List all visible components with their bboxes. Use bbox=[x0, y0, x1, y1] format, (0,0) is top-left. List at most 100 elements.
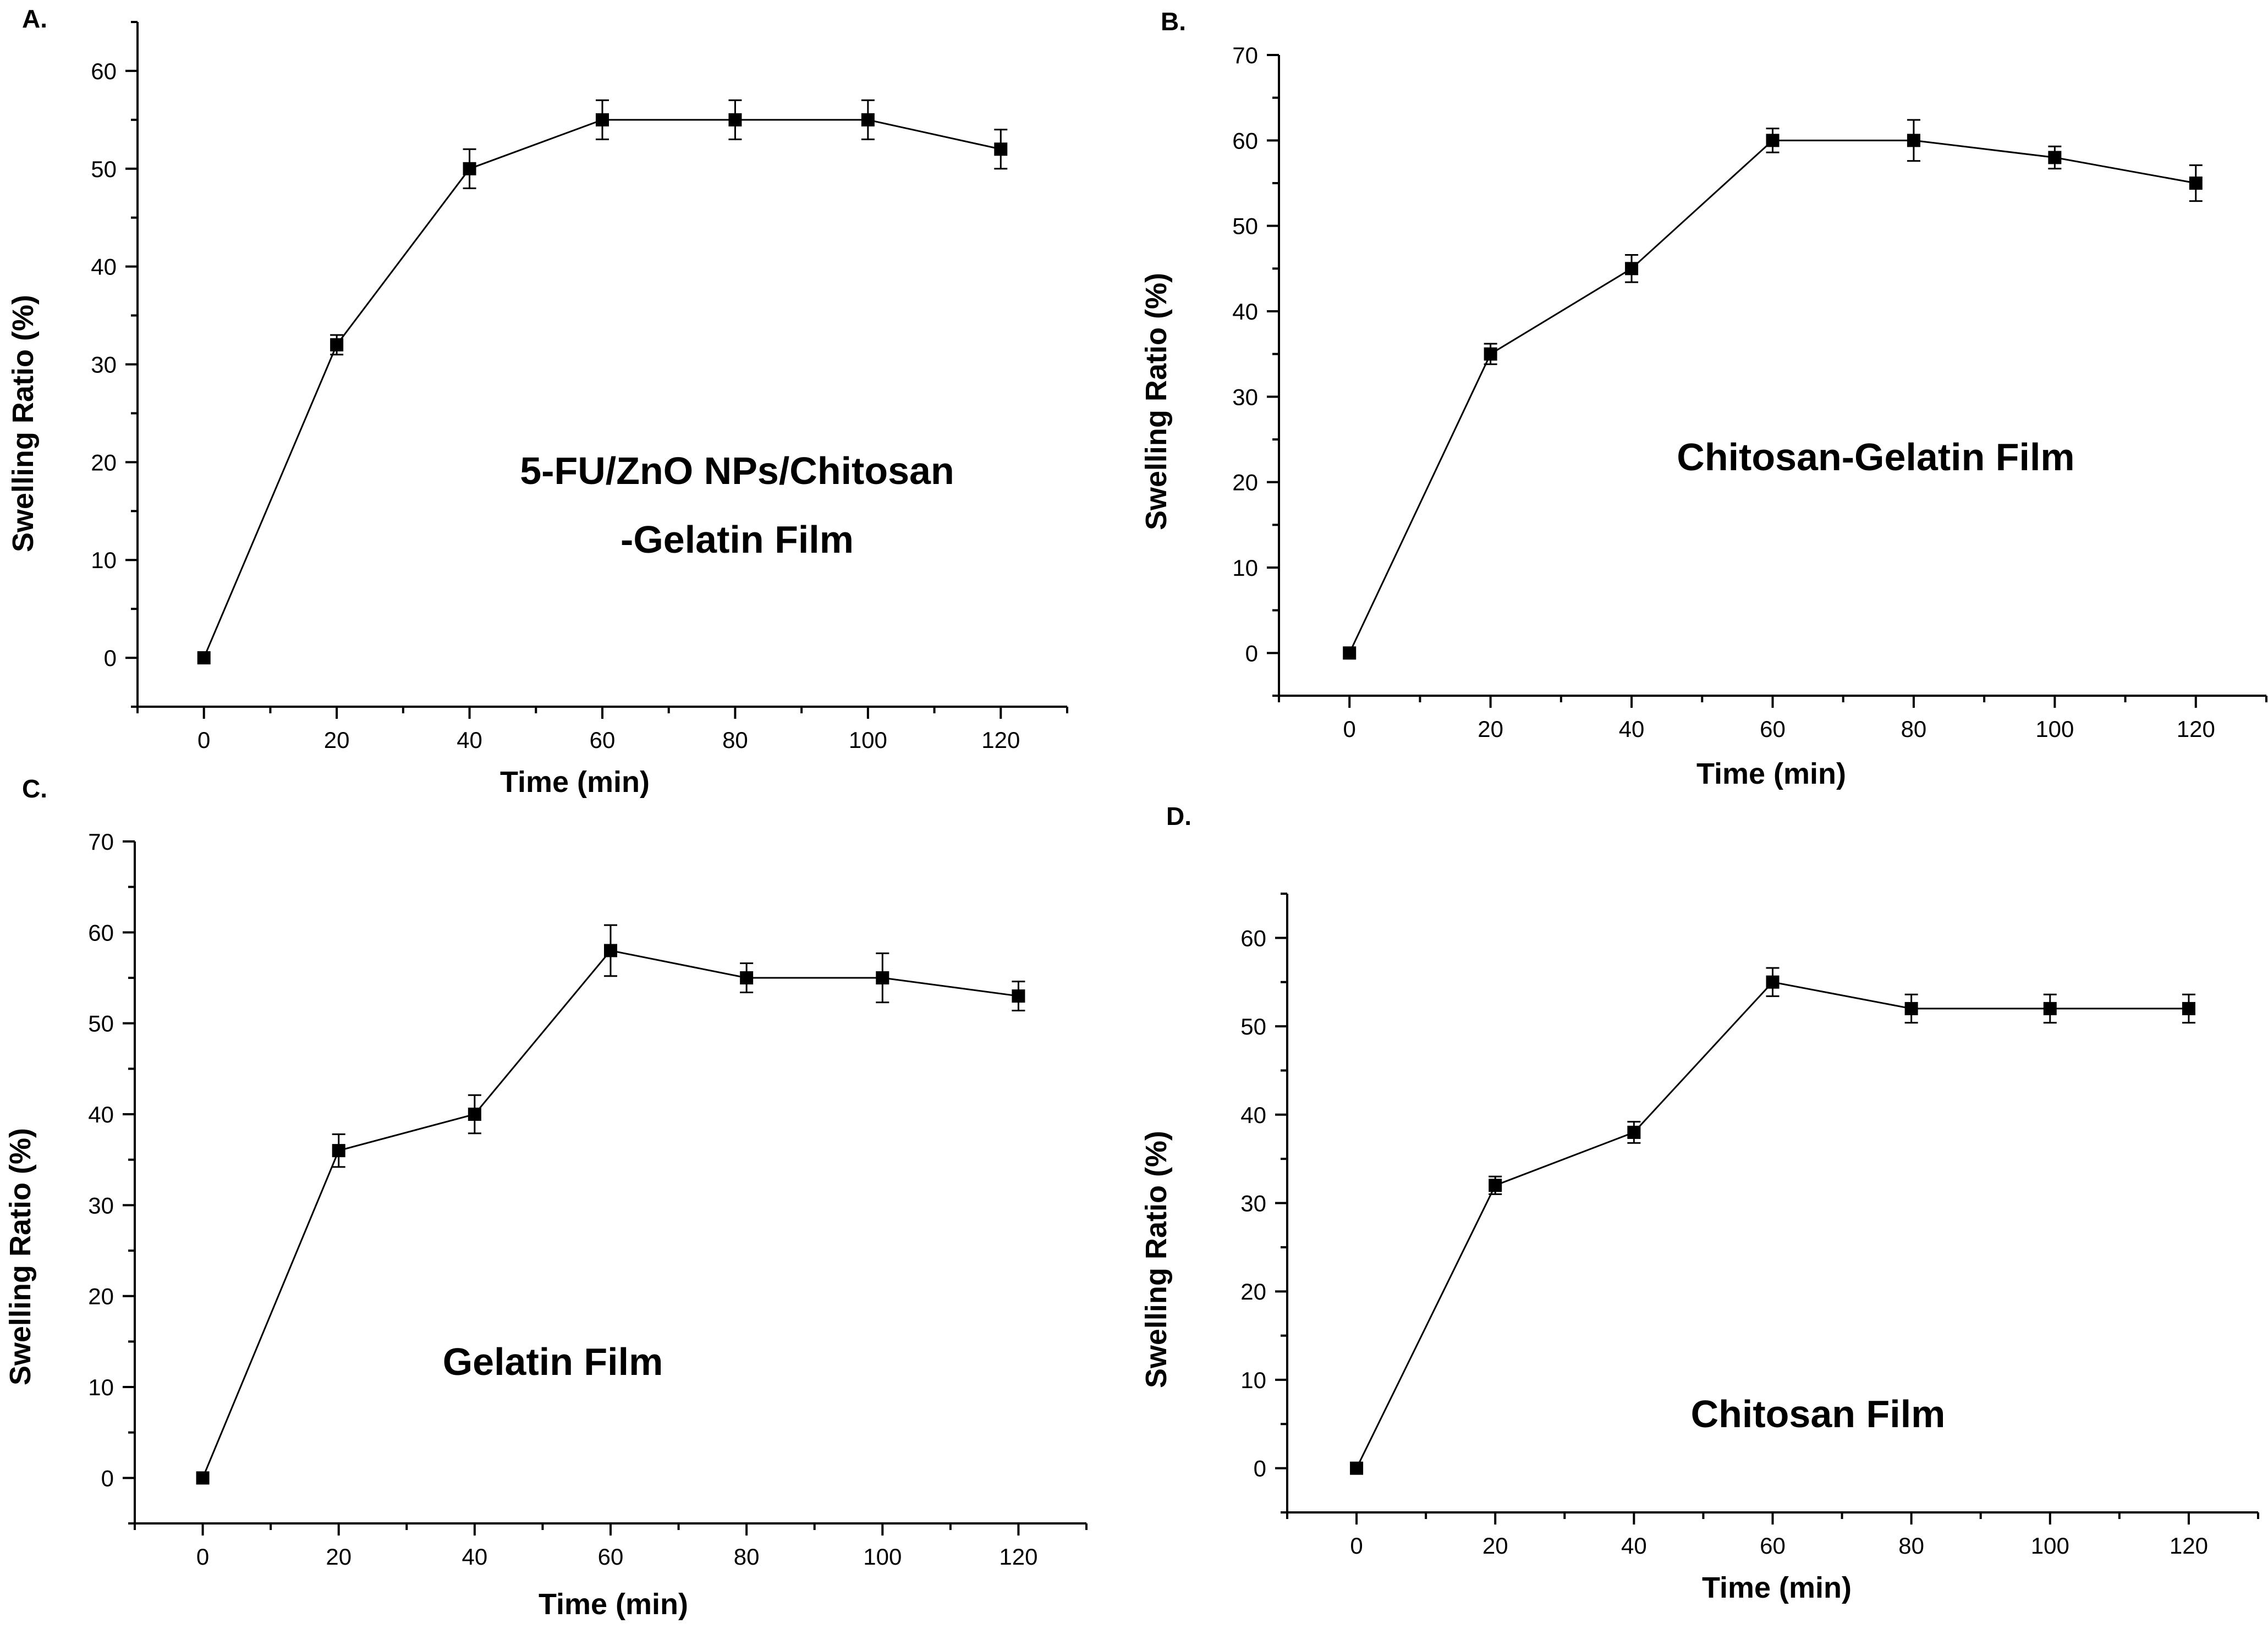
y-tick-label: 60 bbox=[1232, 128, 1258, 153]
y-tick-label: 50 bbox=[88, 1011, 114, 1037]
x-tick-label: 20 bbox=[1482, 1533, 1508, 1559]
data-point bbox=[197, 651, 211, 665]
x-tick-label: 0 bbox=[1343, 716, 1356, 742]
y-tick-label: 40 bbox=[88, 1102, 114, 1127]
y-tick-label: 10 bbox=[1240, 1367, 1266, 1393]
y-axis-title: Swelling Ratio (%) bbox=[1140, 273, 1173, 530]
y-tick-label: 40 bbox=[1240, 1102, 1266, 1128]
y-tick-label: 0 bbox=[101, 1465, 114, 1491]
series-annotation: Gelatin Film bbox=[443, 1340, 663, 1383]
data-point bbox=[2043, 1001, 2057, 1015]
data-point bbox=[463, 162, 476, 175]
data-point bbox=[2182, 1001, 2195, 1015]
x-axis-title: Time (min) bbox=[1696, 757, 1846, 790]
x-tick-label: 0 bbox=[197, 727, 210, 753]
series-annotation: Chitosan Film bbox=[1691, 1393, 1946, 1435]
data-point bbox=[1012, 989, 1025, 1003]
data-point bbox=[994, 142, 1008, 156]
y-tick-label: 0 bbox=[1254, 1456, 1266, 1482]
data-point bbox=[876, 971, 889, 984]
y-tick-label: 60 bbox=[1240, 925, 1266, 951]
y-tick-label: 20 bbox=[1240, 1279, 1266, 1305]
x-tick-label: 40 bbox=[1619, 716, 1645, 742]
x-tick-label: 40 bbox=[457, 727, 482, 753]
x-tick-label: 0 bbox=[196, 1544, 209, 1570]
chart-panel: B. 0 10 20 30 40 50 60 70 0 20 40 60 80 100 120 Time (mi… bbox=[1140, 7, 2267, 790]
y-axis-title: Swelling Ratio (%) bbox=[1140, 1131, 1173, 1388]
y-tick-label: 40 bbox=[91, 254, 117, 280]
data-point bbox=[1484, 347, 1497, 361]
data-point bbox=[1343, 646, 1357, 660]
x-tick-label: 40 bbox=[462, 1544, 487, 1570]
y-tick-label: 30 bbox=[88, 1192, 114, 1218]
data-point bbox=[1350, 1461, 1364, 1475]
y-tick-label: 10 bbox=[88, 1374, 114, 1400]
data-point bbox=[2189, 177, 2203, 190]
y-axis-title: Swelling Ratio (%) bbox=[4, 1128, 37, 1385]
chart-panel: A. 0 10 20 30 40 50 60 0 20 40 60 80 100 120 Time (min)… bbox=[7, 4, 1068, 799]
x-tick-label: 100 bbox=[2031, 1533, 2069, 1559]
x-tick-label: 60 bbox=[590, 727, 616, 753]
x-tick-label: 60 bbox=[1760, 716, 1786, 742]
x-tick-label: 100 bbox=[849, 727, 887, 753]
chart-panel: D. 0 10 20 30 40 50 60 0 20 40 60 80 100 120 Time (min)… bbox=[1140, 802, 2259, 1604]
data-point bbox=[1625, 262, 1639, 276]
data-point bbox=[728, 113, 742, 126]
data-point bbox=[740, 971, 754, 984]
y-tick-label: 50 bbox=[91, 156, 117, 182]
x-tick-label: 100 bbox=[2035, 716, 2074, 742]
data-point bbox=[468, 1108, 481, 1121]
data-line bbox=[1348, 139, 2196, 653]
data-point bbox=[1627, 1125, 1641, 1139]
y-tick-label: 50 bbox=[1240, 1014, 1266, 1039]
x-axis-title: Time (min) bbox=[1702, 1571, 1852, 1604]
data-point bbox=[330, 338, 344, 351]
x-axis-title: Time (min) bbox=[500, 766, 650, 799]
data-point bbox=[1766, 134, 1780, 147]
x-tick-label: 80 bbox=[734, 1544, 760, 1570]
y-tick-label: 60 bbox=[88, 920, 114, 945]
data-point bbox=[604, 944, 617, 957]
panel-label: B. bbox=[1161, 7, 1186, 36]
x-tick-label: 80 bbox=[1901, 716, 1927, 742]
data-point bbox=[332, 1144, 345, 1158]
y-tick-label: 60 bbox=[91, 58, 117, 84]
y-tick-label: 20 bbox=[1232, 470, 1258, 496]
data-point bbox=[1489, 1179, 1502, 1192]
y-tick-label: 0 bbox=[1245, 640, 1258, 666]
panel-label: D. bbox=[1166, 802, 1191, 830]
x-axis-title: Time (min) bbox=[539, 1588, 688, 1621]
x-tick-label: 80 bbox=[1898, 1533, 1924, 1559]
y-tick-label: 70 bbox=[1232, 42, 1258, 68]
data-point bbox=[1907, 134, 1920, 147]
y-tick-label: 0 bbox=[104, 645, 117, 671]
x-tick-label: 80 bbox=[722, 727, 748, 753]
x-tick-label: 0 bbox=[1350, 1533, 1363, 1559]
x-tick-label: 120 bbox=[981, 727, 1020, 753]
y-tick-label: 30 bbox=[1240, 1191, 1266, 1217]
x-tick-label: 60 bbox=[1760, 1533, 1786, 1559]
data-line bbox=[202, 949, 1019, 1478]
x-tick-label: 20 bbox=[324, 727, 350, 753]
y-tick-label: 10 bbox=[91, 547, 117, 573]
data-point bbox=[2048, 151, 2062, 164]
x-tick-label: 120 bbox=[999, 1544, 1037, 1570]
y-tick-label: 20 bbox=[88, 1284, 114, 1309]
data-point bbox=[1766, 975, 1780, 989]
y-tick-label: 30 bbox=[91, 352, 117, 378]
x-tick-label: 60 bbox=[598, 1544, 624, 1570]
y-tick-label: 40 bbox=[1232, 299, 1258, 324]
y-tick-label: 30 bbox=[1232, 384, 1258, 410]
x-tick-label: 20 bbox=[326, 1544, 352, 1570]
data-point bbox=[861, 113, 875, 126]
series-annotation: Chitosan-Gelatin Film bbox=[1677, 436, 2074, 478]
y-tick-label: 70 bbox=[88, 829, 114, 855]
x-tick-label: 120 bbox=[2177, 716, 2215, 742]
y-tick-label: 20 bbox=[91, 449, 117, 475]
y-axis-title: Swelling Ratio (%) bbox=[7, 295, 40, 552]
chart-panel: C. 0 10 20 30 40 50 60 70 0 20 40 60 80 100 120 Time (mi… bbox=[4, 774, 1088, 1621]
data-point bbox=[596, 113, 609, 126]
x-tick-label: 120 bbox=[2170, 1533, 2208, 1559]
data-point bbox=[1904, 1001, 1918, 1015]
